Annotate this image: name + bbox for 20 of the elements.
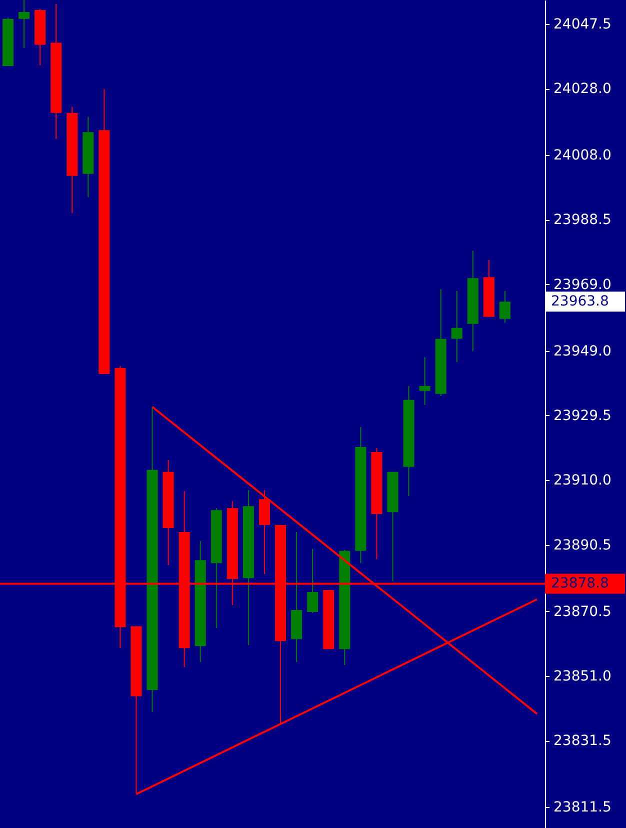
y-tick-label: 23988.5 <box>554 212 612 228</box>
y-tick-label: 24008.0 <box>554 147 612 164</box>
y-tick-label: 23949.0 <box>554 343 612 360</box>
ref-line-label: 23878.8 <box>551 576 609 592</box>
text: 23963.8 <box>551 294 609 310</box>
candlestick <box>451 290 462 363</box>
y-tick-label: 23851.0 <box>554 668 612 685</box>
y-tick-label: 24047.5 <box>554 16 612 32</box>
candlestick <box>18 0 30 48</box>
y-tick-label: 24028.0 <box>554 81 612 98</box>
y-tick-label: 23870.5 <box>554 604 612 620</box>
y-tick-label: 23910.0 <box>554 472 612 489</box>
candlestick <box>307 548 318 614</box>
y-tick-label: 23811.5 <box>554 800 612 816</box>
y-tick-label: 23890.5 <box>554 537 612 554</box>
y-tick-label: 23969.0 <box>554 276 612 293</box>
candlestick <box>419 356 430 406</box>
y-tick-label: 23831.5 <box>554 733 612 750</box>
y-tick-label: 23929.5 <box>554 408 612 424</box>
candlestick <box>499 290 510 324</box>
